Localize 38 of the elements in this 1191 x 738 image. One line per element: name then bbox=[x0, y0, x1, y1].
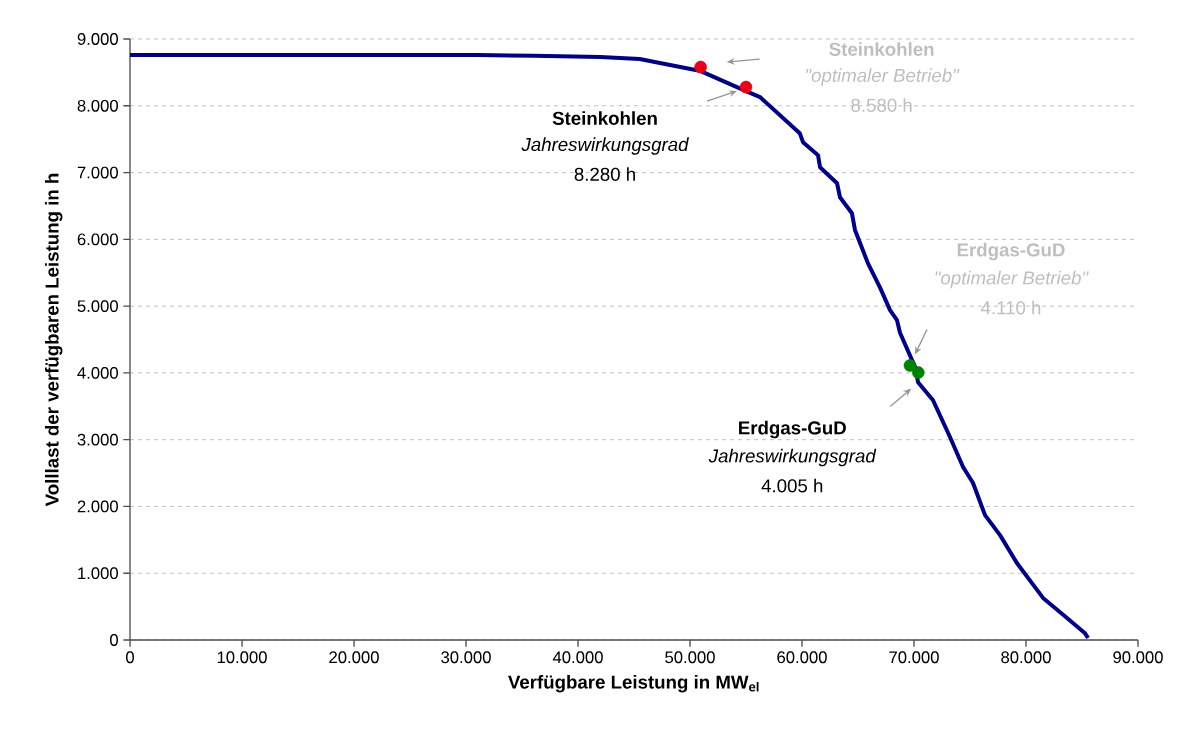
x-tick-label: 40.000 bbox=[552, 651, 603, 664]
y-tick-label: 3.000 bbox=[77, 433, 118, 446]
annotation: 4.110 h bbox=[980, 300, 1041, 315]
y-axis-title: Volllast der verfügbaren Leistung in h bbox=[44, 173, 63, 507]
annotation: 8.280 h bbox=[574, 167, 635, 181]
x-tick-label: 90.000 bbox=[1113, 651, 1163, 664]
point bbox=[903, 359, 917, 372]
annotation: 4.005 h bbox=[761, 478, 823, 493]
x-tick-label: 20.000 bbox=[329, 651, 379, 664]
annotation: "optimaler Betrieb" bbox=[806, 68, 960, 86]
y-tick-label: 9.000 bbox=[77, 33, 118, 45]
annotation: Erdgas-GuD bbox=[739, 420, 846, 439]
x-tick-label: 70.000 bbox=[889, 651, 939, 664]
y-tick-label: 8.000 bbox=[77, 99, 118, 112]
x-tick-label: 30.000 bbox=[441, 651, 491, 664]
point bbox=[739, 80, 753, 94]
y-tick-label: 4.000 bbox=[77, 366, 118, 379]
x-tick-label: 50.000 bbox=[665, 651, 715, 664]
annotation: Erdgas-GuD bbox=[957, 242, 1065, 261]
y-tick-label: 7.000 bbox=[77, 166, 118, 179]
y-tick-label: 0 bbox=[110, 634, 118, 646]
annotation: 8.580 h bbox=[851, 98, 912, 112]
x-tick-label: 80.000 bbox=[1001, 651, 1051, 664]
y-tick-label: 6.000 bbox=[77, 233, 118, 246]
annotation: Jahreswirkungsgrad bbox=[521, 137, 689, 155]
y-tick-label: 5.000 bbox=[77, 300, 118, 313]
y-tick-label: 2.000 bbox=[77, 500, 118, 513]
x-tick-label: 10.000 bbox=[217, 651, 267, 664]
x-tick-label: 60.000 bbox=[777, 651, 827, 664]
annotation: "optimaler Betrieb" bbox=[935, 270, 1089, 289]
y-tick-label: 1.000 bbox=[78, 567, 118, 580]
annotation: Jahreswirkungsgrad bbox=[708, 448, 877, 467]
x-axis-title: Verfügbare Leistung in MW$_{el}$ bbox=[508, 674, 759, 693]
x-tick-label: 0 bbox=[126, 651, 134, 664]
annotation: Steinkohlen bbox=[829, 42, 934, 56]
annotation: Steinkohlen bbox=[552, 111, 657, 125]
point bbox=[911, 366, 925, 379]
point bbox=[694, 60, 707, 74]
